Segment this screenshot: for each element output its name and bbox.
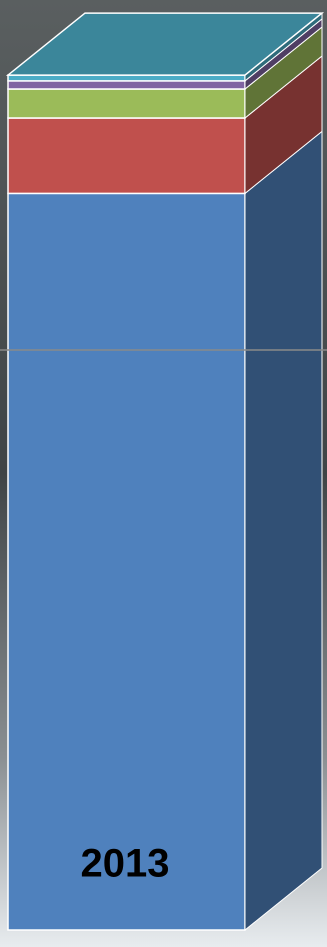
category-label: 2013 [81,842,170,886]
bar-segment [7,80,246,90]
bar-segment [7,88,246,119]
bar-segment [7,117,246,195]
bar-top [5,12,325,76]
bar-segment-side [244,130,323,932]
bar-segment [7,74,246,82]
bars [5,12,325,932]
bar-segment [7,192,246,931]
